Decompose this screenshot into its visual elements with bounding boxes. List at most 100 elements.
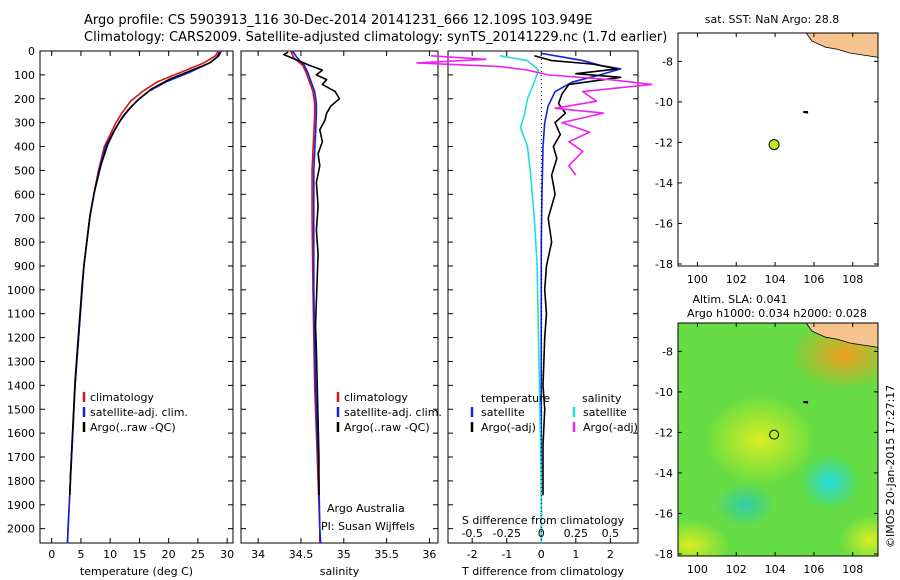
y-tick-label: -10: [655, 386, 673, 399]
x-tick-label: 102: [726, 563, 747, 576]
x-tick-label: 104: [765, 563, 786, 576]
land-mass: [803, 33, 878, 114]
top-axis-label: S difference from climatology: [462, 514, 625, 527]
annotation-line: Argo Australia: [327, 502, 405, 515]
x-tick-label: 106: [803, 563, 824, 576]
x-tick-label: 104: [765, 273, 786, 286]
map-panel-2: 100 102 104 106 108 -8 -10 -12 -14 -16 -18 Altim. S…: [655, 293, 879, 576]
plot-frame: [447, 50, 639, 544]
y-tick-label: 1200: [7, 332, 35, 345]
java-coast: [805, 323, 878, 348]
x-tick-label: -1: [501, 548, 512, 561]
profile-location-marker: [768, 139, 780, 151]
series-line-satellite: [540, 52, 622, 543]
java-coast: [805, 33, 878, 58]
x-tick-label: 34: [251, 548, 265, 561]
y-tick-label: 200: [14, 93, 35, 106]
y-tick-label: 1900: [7, 499, 35, 512]
sla-heatmap: [678, 323, 878, 556]
christmas-island: [803, 401, 809, 404]
y-tick-label: 1600: [7, 427, 35, 440]
top-tick-label: 0.5: [602, 527, 620, 540]
annotation-line: PI: Susan Wijffels: [321, 520, 415, 533]
top-tick-label: 0.25: [564, 527, 589, 540]
y-tick-label: -8: [662, 55, 673, 68]
x-tick-label: 15: [132, 548, 146, 561]
legend-label: climatology: [344, 391, 408, 404]
map-title-line: Argo h1000: 0.034 h2000: 0.028: [687, 307, 867, 320]
y-tick-label: -8: [662, 345, 673, 358]
legend-label: climatology: [90, 391, 154, 404]
y-tick-label: -14: [655, 177, 673, 190]
profile-location-marker: [769, 429, 780, 440]
x-tick-label: 30: [220, 548, 234, 561]
map-panel-1: 100 102 104 106 108 -8 -10 -12 -14 -16 -18 sat. SST…: [655, 13, 879, 286]
series-line-satellite-adj-clim-: [66, 50, 223, 544]
x-tick-label: 108: [842, 563, 863, 576]
y-tick-label: 400: [14, 141, 35, 154]
x-tick-label: 106: [803, 273, 824, 286]
series-line-climatology: [289, 50, 321, 543]
plot-frame: [240, 50, 439, 544]
y-tick-label: 100: [14, 69, 35, 82]
y-tick-label: 600: [14, 188, 35, 201]
legend-label: satellite-adj. clim.: [90, 406, 188, 419]
map-frame: [677, 32, 879, 267]
y-tick-label: -18: [655, 548, 673, 561]
y-tick-label: 1000: [7, 284, 35, 297]
x-tick-label: 36: [422, 548, 436, 561]
x-tick-label: 0: [48, 548, 55, 561]
legend-label: satellite: [481, 406, 525, 419]
series-group: [66, 50, 223, 544]
top-tick-label: -0.5: [461, 527, 482, 540]
y-tick-label: 900: [14, 260, 35, 273]
x-tick-label: 20: [162, 548, 176, 561]
header-line-1: Argo profile: CS 5903913_116 30-Dec-2014…: [84, 13, 593, 28]
y-tick-label: 300: [14, 117, 35, 130]
y-tick-label: 2000: [7, 523, 35, 536]
map-title-line: Altim. SLA: 0.041: [692, 293, 787, 306]
plot-frame: [39, 50, 234, 544]
y-tick-label: -18: [655, 258, 673, 271]
x-tick-label: 35: [337, 548, 351, 561]
x-tick-label: 35.5: [374, 548, 399, 561]
series-group: [416, 52, 653, 543]
x-tick-label: 5: [77, 548, 84, 561]
x-tick-label: 102: [726, 273, 747, 286]
x-tick-label: -2: [467, 548, 478, 561]
legend-header: salinity: [582, 392, 622, 405]
x-axis-label: temperature (deg C): [80, 565, 193, 578]
x-tick-label: 0: [538, 548, 545, 561]
profile-panel-2: 34 34.5 35 35.5 36 salinity climatology satelli…: [240, 50, 442, 578]
series-line-argo-raw-qc-: [69, 51, 221, 496]
legend-label: Argo(-adj): [481, 421, 536, 434]
series-line-climatology: [66, 50, 220, 544]
y-tick-label: 1100: [7, 308, 35, 321]
y-tick-label: 1700: [7, 451, 35, 464]
series-line-satellite: [499, 54, 543, 543]
legend-label: Argo(..raw -QC): [344, 421, 430, 434]
series-line-argo-raw-qc-: [283, 51, 341, 496]
y-tick-label: -12: [655, 136, 673, 149]
map-title: sat. SST: NaN Argo: 28.8: [705, 13, 839, 26]
x-tick-label: 25: [191, 548, 205, 561]
y-tick-label: 1300: [7, 355, 35, 368]
x-tick-label: 100: [687, 273, 708, 286]
y-tick-label: -10: [655, 96, 673, 109]
legend-label: Argo(..raw -QC): [90, 421, 176, 434]
y-tick-label: 1400: [7, 379, 35, 392]
y-tick-label: 800: [14, 236, 35, 249]
legend-label: Argo(-adj): [583, 421, 638, 434]
y-tick-label: -16: [655, 507, 673, 520]
series-line-argo-adj-: [416, 54, 653, 176]
profile-panel-3: -2 -1 0 1 2 T difference from climatology -0.5…: [416, 50, 653, 578]
x-tick-label: 10: [103, 548, 117, 561]
x-tick-label: 2: [607, 548, 614, 561]
x-tick-label: 108: [842, 273, 863, 286]
y-tick-label: 0: [28, 45, 35, 58]
x-tick-label: 1: [572, 548, 579, 561]
series-line-argo-adj-: [534, 55, 622, 496]
top-tick-label: -0.25: [492, 527, 520, 540]
christmas-island: [803, 111, 809, 114]
